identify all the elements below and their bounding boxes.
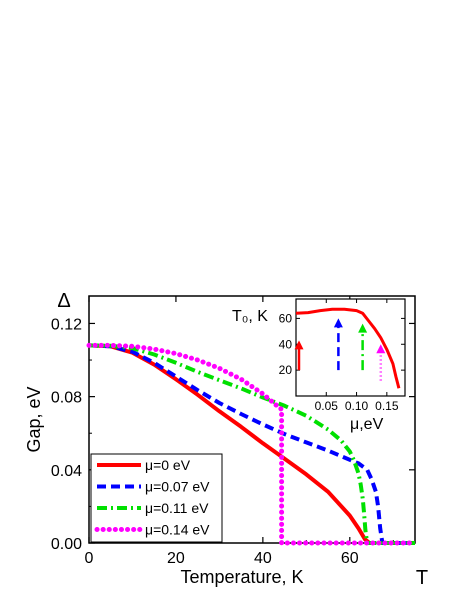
series-line-0-11-ev [88,343,415,545]
x-tick-label: 40 [254,550,272,567]
legend-label-0-ev: μ=0 eV [145,457,191,473]
inset-y-tick-label: 20 [279,363,293,377]
inset-arrow-head [376,344,386,354]
inset-y-tick-label: 40 [279,337,293,351]
inset-arrow-head [333,318,343,328]
y-tick-label: 0.00 [51,536,82,553]
inset-series-line [295,307,401,389]
y-tick-label: 0.12 [51,316,82,333]
series-line-0-14-ev [86,342,418,546]
y-axis-label: Gap, eV [24,386,44,452]
inset-x-tick-label: 0.10 [345,399,369,413]
legend-label-0-07-ev: μ=0.07 eV [145,479,210,495]
y-axis-end-label: Δ [57,290,70,312]
plot-frame [88,295,416,544]
y-tick-label: 0.04 [51,463,82,480]
inset-arrow-head [294,340,304,350]
y-tick-label: 0.08 [51,390,82,407]
legend: μ=0 eV μ=0.07 eV μ=0.11 eV μ=0.14 eV [90,453,223,543]
inset-plot: 0.05 0.10 0.15 20 40 60 T₀, K μ,eV [232,298,406,433]
inset-y-tick-label: 60 [279,311,293,325]
inset-x-tick-label: 0.15 [375,399,399,413]
inset-frame [295,298,406,397]
x-tick-label: 60 [341,550,359,567]
legend-box [90,453,223,543]
inset-x-axis-label: μ,eV [350,416,384,433]
x-axis-end-label: T [416,567,428,589]
inset-title: T₀, K [232,308,268,325]
inset-arrow-head [358,323,368,333]
x-tick-label: 0 [85,550,94,567]
inset-x-tick-label: 0.05 [315,399,339,413]
main-plot: 0 20 40 60 0.00 0.04 0.08 0.12 Temperature, K Gap… [24,290,428,589]
legend-label-0-14-ev: μ=0.14 eV [145,522,210,538]
legend-label-0-11-ev: μ=0.11 eV [145,500,209,516]
x-axis-label: Temperature, K [180,567,303,587]
x-tick-label: 20 [167,550,185,567]
series-line-0-07-ev [88,343,415,545]
